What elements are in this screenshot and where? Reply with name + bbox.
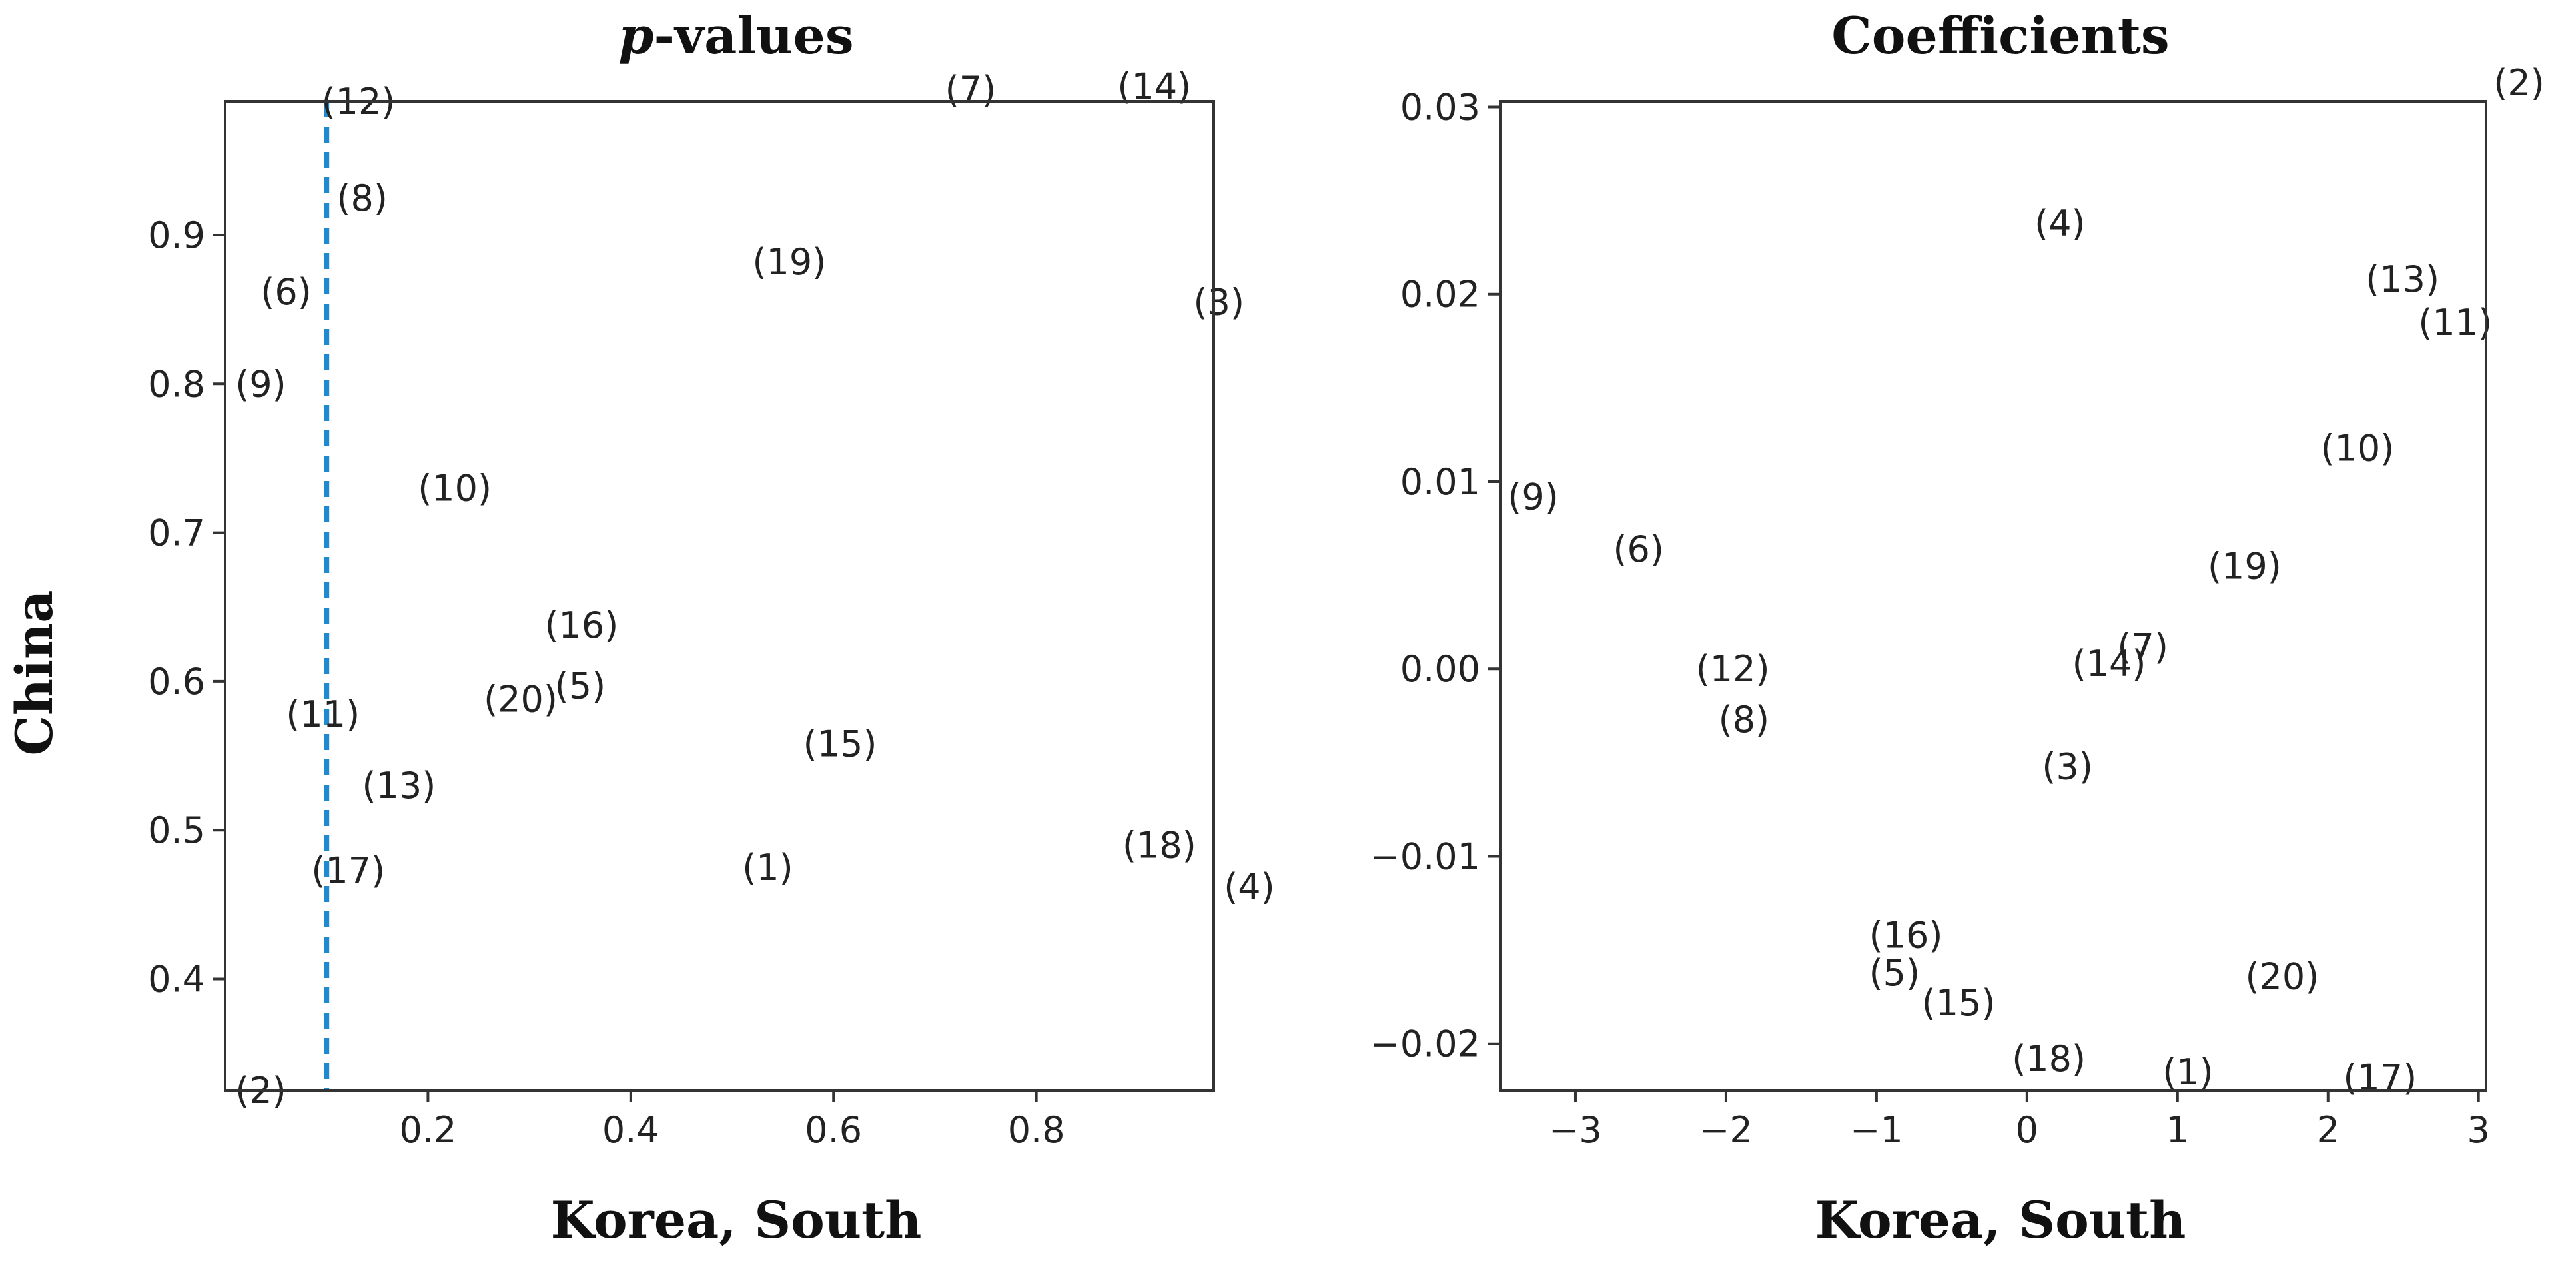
p-values-y-tick-label: 0.9 — [148, 214, 205, 256]
p-values-ticks: 0.2 0.4 0.6 0.8 0.4 0.5 0.6 0.7 0.8 0.9 — [148, 214, 1065, 1151]
p-values-point-label: (17) — [311, 850, 385, 892]
p-values-point-label: (13) — [362, 765, 436, 807]
coefficients-x-tick-label: 0 — [2016, 1109, 2038, 1151]
coefficients-x-tick-label: 2 — [2317, 1109, 2340, 1151]
coefficients-ticks: −3 −2 −1 0 1 2 3 −0.02 −0.01 0.00 0.01 0.02 0.03 — [1370, 86, 2490, 1151]
coefficients-x-tick-label: −1 — [1850, 1109, 1903, 1151]
coefficients-point-label: (14) — [2072, 643, 2146, 685]
coefficients-x-tick-label: −3 — [1549, 1109, 1602, 1151]
p-values-y-tick-label: 0.8 — [148, 363, 205, 405]
coefficients-point-label: (15) — [1922, 982, 1996, 1024]
p-values-point-label: (7) — [945, 69, 997, 111]
p-values-x-tick-label: 0.6 — [805, 1109, 862, 1151]
coefficients-points: (1) (2) (3) (4) (5) (6) (7) (8) (9) (10) (11) (12) (… — [1507, 62, 2545, 1098]
coefficients-x-tick-label: 1 — [2166, 1109, 2189, 1151]
coefficients-point-label: (20) — [2245, 955, 2319, 997]
p-values-point-label: (19) — [752, 241, 826, 283]
coefficients-point-label: (10) — [2320, 427, 2394, 469]
coefficients-point-label: (3) — [2042, 745, 2093, 787]
coefficients-point-label: (4) — [2034, 203, 2086, 244]
coefficients-point-label: (11) — [2418, 302, 2492, 344]
p-values-title: p-values — [618, 6, 853, 65]
coefficients-panel: Coefficients Korea, South −3 −2 −1 0 1 2 3 −0.0… — [1370, 6, 2545, 1250]
p-values-point-label: (9) — [235, 363, 286, 405]
coefficients-point-label: (18) — [2012, 1038, 2086, 1080]
coefficients-point-label: (7) — [2117, 626, 2168, 667]
p-values-x-tick-label: 0.8 — [1008, 1109, 1065, 1151]
p-values-panel: p-values Korea, South China 0.2 0.4 0.6 0.8… — [5, 6, 1275, 1250]
coefficients-plot-frame — [1499, 100, 2487, 1092]
coefficients-y-tick-label: 0.02 — [1400, 274, 1480, 316]
coefficients-y-tick-label: 0.03 — [1400, 86, 1480, 128]
p-values-x-axis-title: Korea, South — [551, 1190, 922, 1250]
p-values-title-rest: -values — [653, 6, 853, 65]
coefficients-point-label: (5) — [1869, 952, 1921, 994]
coefficients-point-label: (12) — [1696, 648, 1770, 690]
coefficients-x-axis-title: Korea, South — [1815, 1190, 2186, 1250]
p-values-y-axis-title: China — [5, 590, 64, 755]
p-values-point-label: (8) — [336, 177, 388, 219]
p-values-point-label: (6) — [260, 271, 312, 313]
p-values-x-tick-label: 0.4 — [602, 1109, 659, 1151]
coefficients-point-label: (6) — [1613, 528, 1664, 570]
p-values-point-label: (1) — [742, 847, 793, 889]
coefficients-point-label: (17) — [2343, 1057, 2417, 1098]
coefficients-point-label: (2) — [2493, 62, 2545, 104]
coefficients-title: Coefficients — [1831, 6, 2169, 65]
p-values-point-label: (15) — [803, 723, 877, 765]
p-values-point-label: (18) — [1122, 825, 1196, 867]
coefficients-point-label: (13) — [2365, 258, 2439, 300]
p-values-point-label: (20) — [484, 679, 558, 721]
p-values-point-label: (11) — [286, 693, 360, 735]
p-values-plot-frame — [224, 100, 1215, 1092]
p-values-point-label: (3) — [1194, 281, 1245, 323]
coefficients-x-tick-label: −2 — [1699, 1109, 1753, 1151]
coefficients-x-tick-label: 3 — [2467, 1109, 2490, 1151]
p-values-point-label: (16) — [544, 604, 618, 646]
coefficients-point-label: (19) — [2208, 546, 2282, 588]
p-values-y-tick-label: 0.6 — [148, 661, 205, 703]
p-values-point-label: (10) — [418, 468, 492, 510]
coefficients-y-tick-label: −0.01 — [1370, 835, 1480, 877]
coefficients-point-label: (1) — [2162, 1051, 2214, 1093]
p-values-point-label: (4) — [1224, 866, 1275, 908]
p-values-y-tick-label: 0.7 — [148, 512, 205, 554]
p-values-x-tick-label: 0.2 — [399, 1109, 456, 1151]
p-values-point-label: (5) — [555, 665, 606, 707]
p-values-y-tick-label: 0.4 — [148, 959, 205, 1001]
p-values-points: (1)(2)(3)(4)(5)(6)(7)(8)(9)(10)(11)(12)(… — [235, 66, 1275, 1112]
coefficients-y-tick-label: −0.02 — [1370, 1023, 1480, 1065]
coefficients-point-label: (8) — [1719, 699, 1770, 741]
p-values-title-italic: p — [618, 6, 653, 65]
p-values-y-tick-label: 0.5 — [148, 809, 205, 851]
coefficients-y-tick-label: 0.00 — [1400, 648, 1480, 690]
coefficients-y-tick-label: 0.01 — [1400, 461, 1480, 503]
coefficients-point-label: (16) — [1869, 915, 1943, 957]
coefficients-point-label: (9) — [1507, 476, 1559, 518]
